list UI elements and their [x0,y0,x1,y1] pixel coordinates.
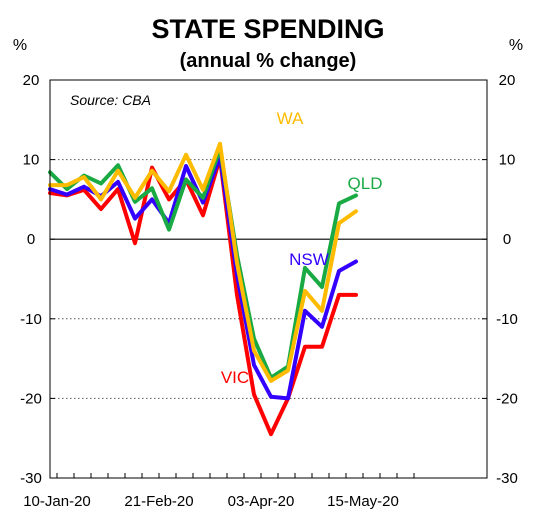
y-tick-label-right: -20 [496,390,518,407]
plot-frame [49,79,488,479]
series-line-wa [48,141,358,383]
source-note: Source: CBA [70,92,151,108]
series-label-nsw: NSW [289,250,329,269]
y-tick-label-right: 0 [503,231,511,248]
y-tick-label-left: 20 [23,72,40,89]
axis-ticks: 20 20 10 10 0 0 -10 -10 -20 -20 -30 -30 10-Jan-20 21-… [20,72,518,510]
series-labels: VIC NSW QLD WA [221,109,383,387]
y-tick-label-right: -10 [496,311,518,328]
gridlines [50,159,487,399]
series-line-vic [48,156,358,437]
chart-title: STATE SPENDING [151,14,384,44]
y-tick-label-right: -30 [496,470,518,487]
y-tick-label-left: 10 [23,152,40,169]
series-lines [48,141,358,437]
y-tick-label-left: -30 [20,470,42,487]
chart-subtitle: (annual % change) [180,50,357,72]
series-label-qld: QLD [348,174,383,193]
x-tick-label: 03-Apr-20 [228,493,295,510]
x-tick-label: 15-May-20 [327,493,399,510]
y-tick-label-left: 0 [27,231,35,248]
series-label-wa: WA [277,109,304,128]
y-axis-unit-right: % [509,37,523,54]
y-tick-label-right: 10 [499,152,516,169]
series-line-qld [48,146,358,380]
x-tick-label: 21-Feb-20 [124,493,193,510]
y-axis-unit-left: % [13,37,27,54]
y-tick-label-right: 20 [499,72,516,89]
y-tick-label-left: -20 [20,390,42,407]
series-label-vic: VIC [221,368,249,387]
x-tick-label: 10-Jan-20 [23,493,91,510]
y-tick-label-left: -10 [20,311,42,328]
